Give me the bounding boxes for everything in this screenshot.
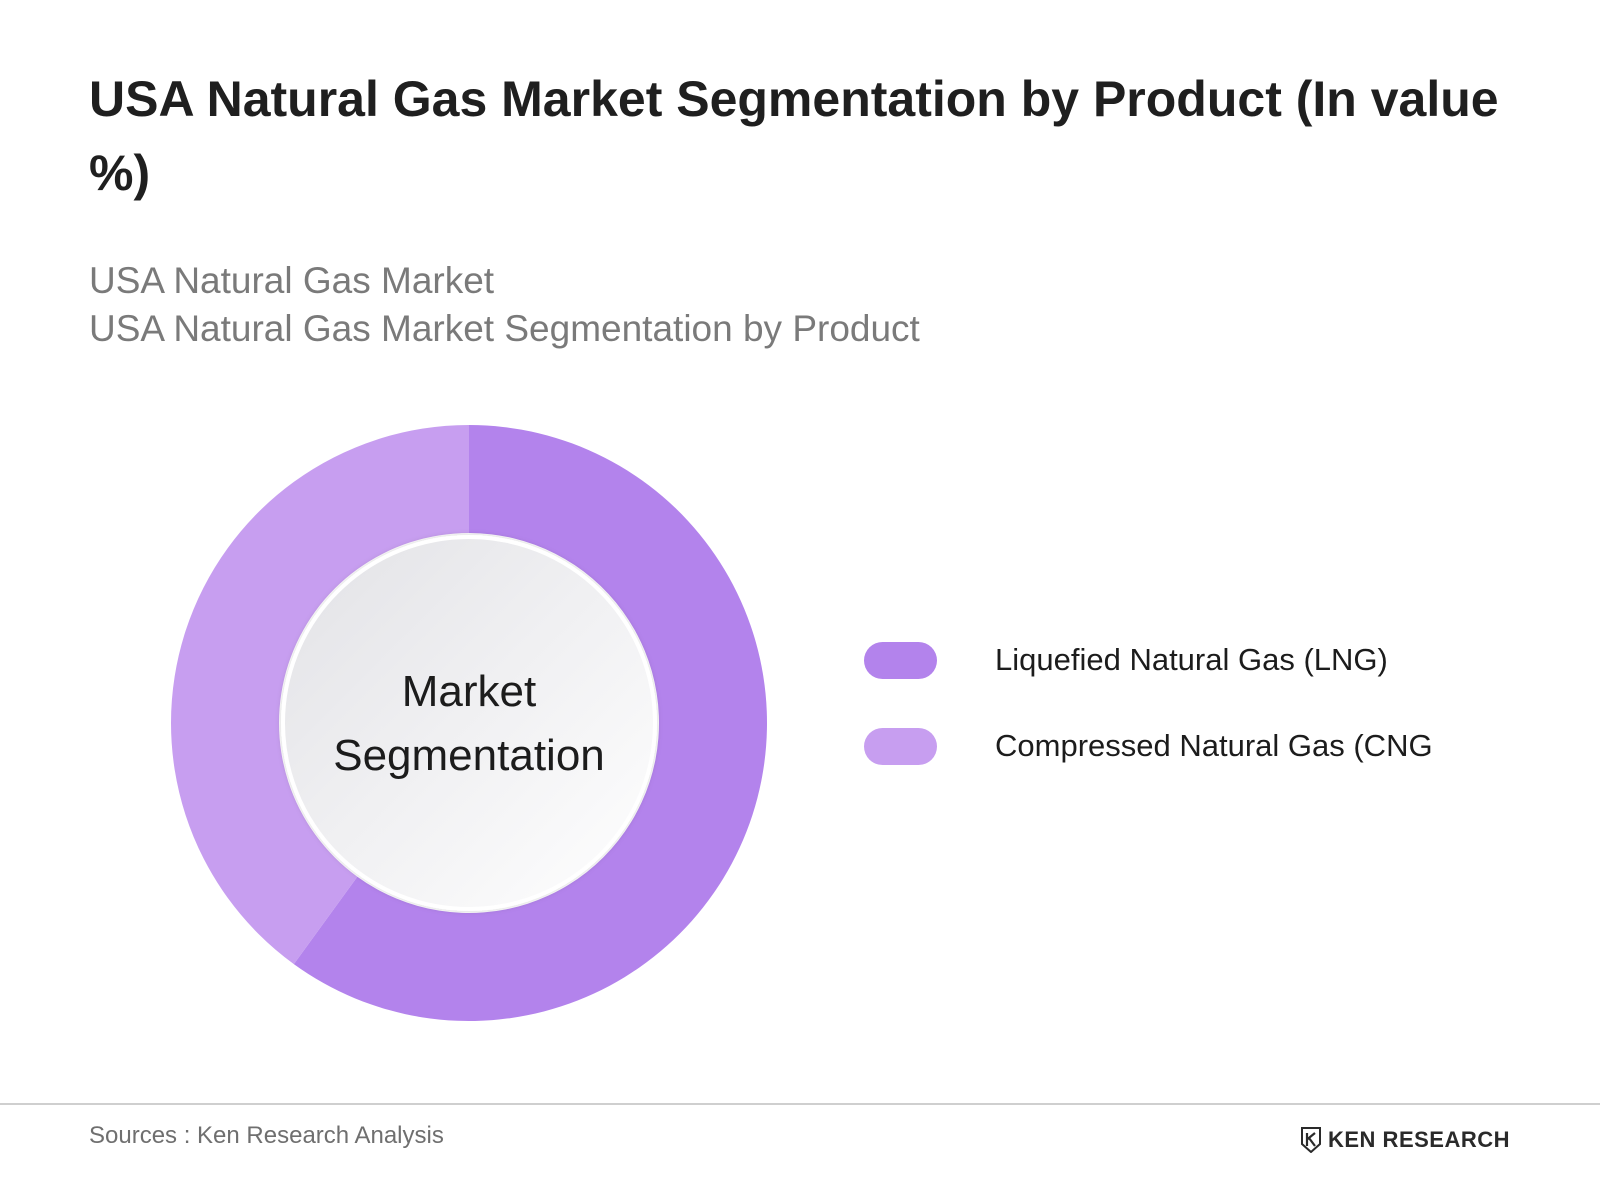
donut-center-disc (281, 535, 657, 911)
chart-title: USA Natural Gas Market Segmentation by P… (89, 71, 1499, 201)
legend-swatch (864, 728, 937, 765)
ken-research-logo: KEN RESEARCH (1300, 1125, 1510, 1155)
donut-center-label: Market Segmentation (333, 667, 605, 780)
donut-slice-0 (293, 425, 768, 1021)
donut-slice-1 (171, 425, 469, 965)
chart-subtitle-line-1: USA Natural Gas Market (89, 260, 495, 301)
ken-research-logo-icon (1301, 1127, 1321, 1153)
legend-swatch (864, 642, 937, 679)
legend-label: Compressed Natural Gas (CNG (995, 728, 1433, 763)
footer-divider (0, 1103, 1600, 1105)
source-note: Sources : Ken Research Analysis (89, 1122, 444, 1149)
donut-slices (171, 425, 768, 1021)
legend-label: Liquefied Natural Gas (LNG) (995, 642, 1388, 677)
ken-research-logo-text: KEN RESEARCH (1328, 1127, 1511, 1152)
chart-subtitle-line-2: USA Natural Gas Market Segmentation by P… (89, 308, 920, 349)
